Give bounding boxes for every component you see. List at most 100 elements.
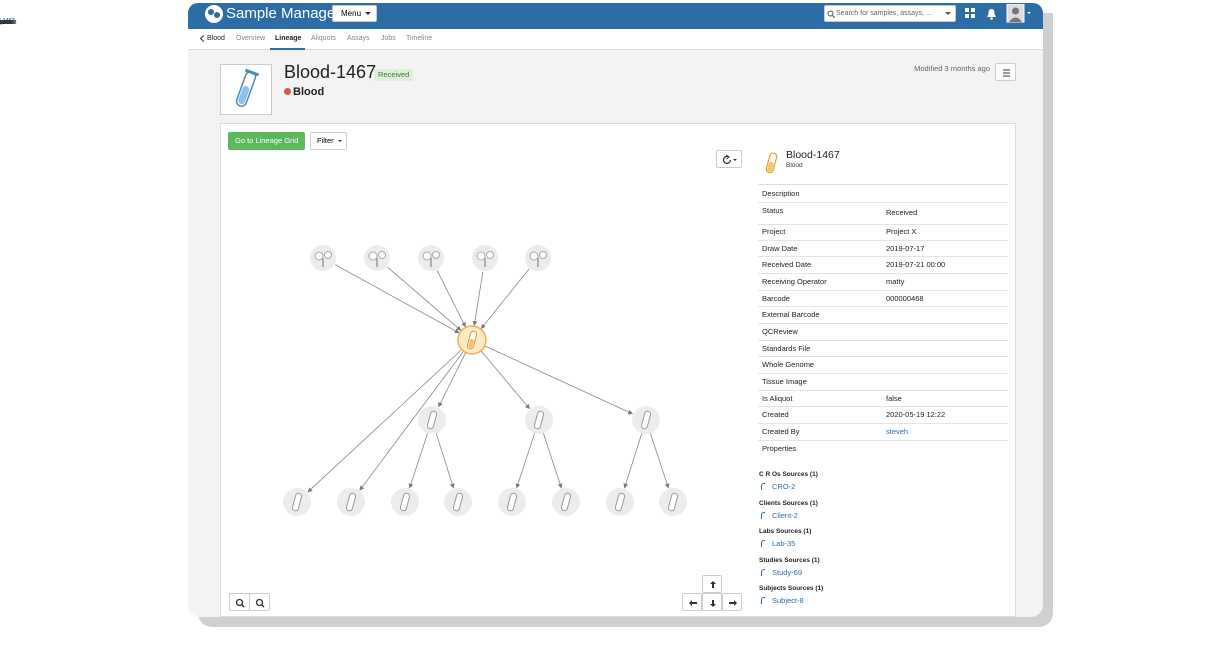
edge (480, 268, 530, 329)
app-logo (205, 5, 223, 23)
row-divider (758, 289, 1008, 291)
field-label: Barcode (762, 294, 790, 303)
reset-button[interactable] (716, 150, 742, 168)
zoom-in-button[interactable] (249, 593, 270, 611)
tab[interactable]: Jobs (381, 35, 396, 42)
active-tab-underline (270, 48, 305, 50)
avatar[interactable] (1006, 4, 1032, 23)
node (418, 245, 444, 271)
source-heading: Subjects Sources (1) (759, 585, 824, 592)
field-label: Draw Date (762, 244, 798, 253)
node-label: DNA-3797 (0, 20, 13, 26)
node-label: Client-2 (0, 20, 9, 26)
source-icon (761, 597, 765, 604)
node-label: Subject-8 (0, 20, 12, 26)
options-button[interactable] (995, 63, 1016, 81)
row-divider (758, 322, 1008, 324)
details-icon (765, 152, 778, 174)
row-divider (758, 184, 1008, 185)
edge (408, 433, 429, 489)
source-icon (761, 511, 765, 519)
source-link[interactable]: Lab-35 (772, 539, 796, 548)
field-label: Project (762, 227, 786, 236)
node (552, 488, 580, 516)
tab[interactable]: Lineage (275, 35, 302, 42)
field-value[interactable]: steveh (886, 427, 909, 436)
zoom-out-button[interactable] (229, 593, 250, 611)
node-icon (345, 492, 357, 512)
tab[interactable]: Timeline (406, 35, 433, 42)
source-link[interactable]: Subject-8 (772, 596, 804, 605)
status-badge: Received (374, 69, 414, 81)
row-divider (758, 422, 1008, 424)
tab[interactable]: Aliquots (311, 35, 336, 42)
node-icon (529, 251, 539, 261)
node-icon (476, 251, 486, 261)
lineage-grid-button[interactable]: Go to Lineage Grid (228, 132, 306, 150)
row-divider (758, 389, 1008, 391)
source-link[interactable]: Client-2 (772, 510, 798, 520)
field-label: Created By (762, 427, 800, 436)
filter-label: Filter (317, 136, 334, 145)
lineage-panel (220, 123, 1016, 617)
back-tab[interactable]: Blood (207, 35, 225, 42)
node (391, 488, 419, 516)
field-label: Tissue Image (762, 377, 807, 386)
source-heading: Clients Sources (1) (759, 499, 818, 507)
apps-icon[interactable] (965, 8, 976, 19)
node-icon (614, 492, 626, 512)
filter-button[interactable]: Filter (310, 132, 347, 150)
node (472, 245, 498, 271)
node-label: PBMC-2401 (0, 20, 15, 26)
pan-right-button[interactable] (722, 593, 742, 611)
pan-down-button[interactable] (702, 593, 722, 611)
node-label: DNA-3799 (0, 20, 13, 26)
field-value: false (886, 394, 902, 403)
row-divider (758, 223, 1008, 225)
node (444, 488, 472, 516)
edge (359, 350, 464, 491)
pan-up-button[interactable] (702, 575, 722, 593)
tube-fill (468, 338, 474, 348)
tube (560, 492, 572, 512)
node-label: Lab-35 (0, 20, 9, 26)
caret (365, 12, 371, 18)
field-value: 2019-07-17 (886, 244, 925, 253)
edge (515, 433, 536, 489)
source-icon (761, 483, 765, 490)
field-label: Status (762, 206, 784, 215)
edge (436, 270, 466, 328)
edge (472, 271, 484, 326)
source-link[interactable]: Study-69 (772, 567, 803, 577)
menu-button[interactable]: Menu (332, 5, 377, 22)
node (418, 406, 446, 434)
tube (399, 492, 411, 512)
node (606, 488, 634, 516)
edge (480, 350, 530, 410)
node-label: Blood-1467 (0, 18, 15, 24)
source-icon (761, 568, 765, 576)
search-box[interactable]: Search for samples, assays, ... (824, 5, 956, 22)
field-value: Received (886, 208, 918, 217)
edge (387, 266, 462, 331)
tab[interactable]: Assays (347, 35, 370, 42)
field-label: External Barcode (762, 310, 820, 319)
bell-icon[interactable] (986, 8, 997, 20)
tube (426, 410, 438, 430)
source-link[interactable]: CRO-2 (772, 482, 796, 491)
tab[interactable]: Overview (236, 35, 266, 42)
node-icon (533, 410, 545, 430)
node-label: PBMC-2400 (0, 20, 15, 26)
field-label: Whole Genome (762, 360, 815, 369)
row-divider (758, 306, 1008, 307)
type-dot (284, 88, 291, 95)
pan-left-button[interactable] (682, 593, 702, 611)
tube (640, 410, 652, 430)
node-label: DNA-3802 (0, 20, 13, 26)
edge (623, 433, 643, 489)
node-icon (667, 492, 679, 512)
node-icon (314, 251, 324, 261)
node-icon (324, 251, 332, 259)
